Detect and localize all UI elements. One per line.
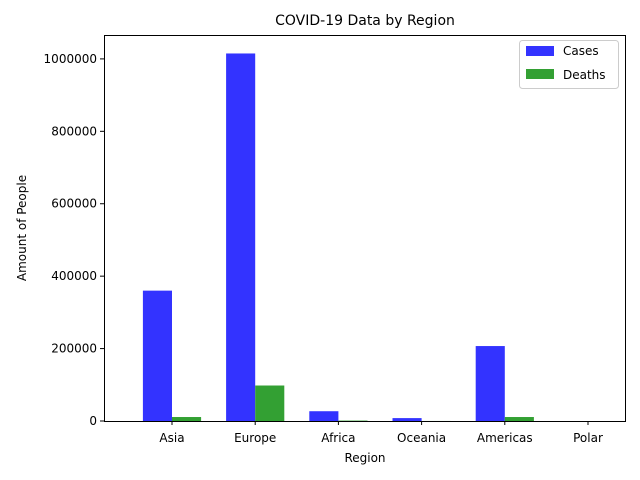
x-tick-label: Africa bbox=[321, 431, 355, 445]
x-tick-label: Asia bbox=[159, 431, 184, 445]
legend: Cases Deaths bbox=[519, 40, 619, 89]
legend-swatch-deaths bbox=[526, 69, 554, 79]
y-tick-label: 400000 bbox=[51, 269, 97, 283]
bar-cases-africa bbox=[309, 411, 339, 421]
bar-cases-asia bbox=[142, 290, 172, 421]
bar-cases-oceania bbox=[392, 418, 422, 421]
y-tick-label: 0 bbox=[89, 414, 97, 428]
legend-swatch-cases bbox=[526, 46, 554, 56]
legend-label-deaths: Deaths bbox=[563, 68, 606, 82]
y-tick-label: 1000000 bbox=[44, 52, 97, 66]
bars-group bbox=[142, 53, 534, 421]
bar-deaths-europe bbox=[255, 385, 285, 421]
y-axis-label: Amount of People bbox=[15, 175, 29, 281]
x-axis-ticks: Asia Europe Africa Oceania Americas Polar bbox=[159, 421, 603, 445]
legend-label-cases: Cases bbox=[563, 44, 599, 58]
x-tick-label: Europe bbox=[234, 431, 276, 445]
y-tick-label: 600000 bbox=[51, 197, 97, 211]
bar-cases-europe bbox=[226, 53, 256, 421]
x-tick-label: Oceania bbox=[397, 431, 446, 445]
chart-title: COVID-19 Data by Region bbox=[275, 13, 455, 29]
bar-cases-americas bbox=[475, 346, 505, 421]
y-tick-label: 800000 bbox=[51, 124, 97, 138]
x-tick-label: Americas bbox=[477, 431, 533, 445]
y-tick-label: 200000 bbox=[51, 342, 97, 356]
x-axis-label: Region bbox=[344, 451, 385, 465]
y-axis-ticks: 0 200000 400000 600000 800000 1000000 bbox=[44, 52, 104, 428]
bar-deaths-americas bbox=[504, 417, 534, 421]
plot-frame bbox=[104, 35, 626, 422]
bar-deaths-asia bbox=[172, 417, 202, 421]
x-tick-label: Polar bbox=[573, 431, 603, 445]
